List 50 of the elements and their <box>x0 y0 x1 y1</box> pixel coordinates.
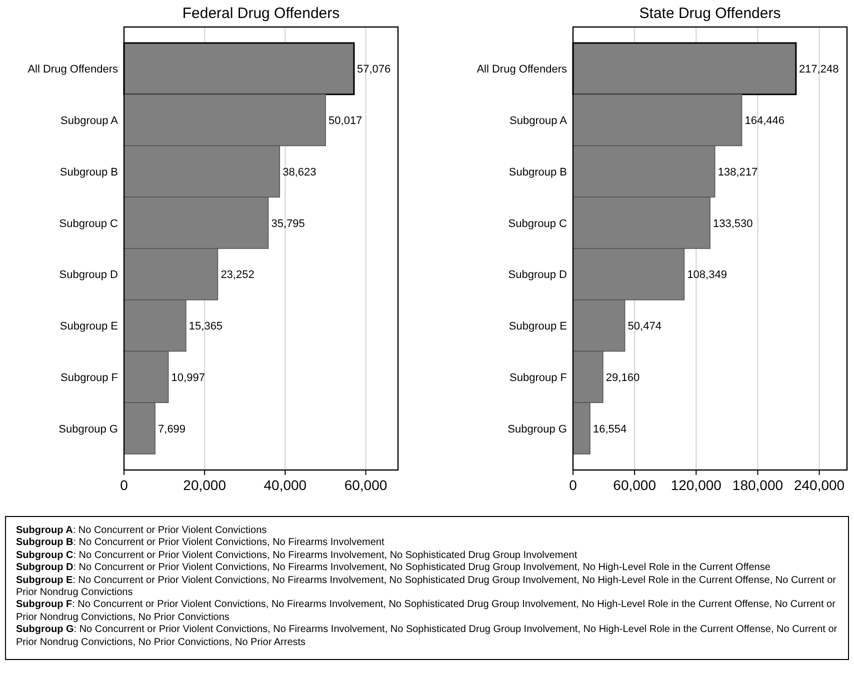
data-label: 29,160 <box>606 372 640 384</box>
y-tick-label: Subgroup D <box>508 269 568 282</box>
y-tick-label: Subgroup G <box>508 423 567 436</box>
data-label: 108,349 <box>687 269 727 282</box>
data-label: 57,076 <box>356 64 391 76</box>
text: Subgroup C: No Concurrent or Prior Violent Convictions, No Firearms Involvement, No Sophisticated Drug Group Involvement <box>16 550 578 562</box>
x-tick-label: 240,000 <box>794 477 845 493</box>
y-tick-label: All Drug Offenders <box>476 64 568 76</box>
data-label: 164,446 <box>744 115 785 128</box>
text: Subgroup A: No Concurrent or Prior Violent Convictions <box>16 525 268 538</box>
text: Subgroup B: No Concurrent or Prior Violent Convictions, No Firearms Involvement <box>16 537 386 550</box>
y-tick-label: Subgroup F <box>510 372 568 384</box>
x-tick-label: 60,000 <box>613 477 656 493</box>
data-label: 23,252 <box>220 269 254 282</box>
y-tick-label: Subgroup C <box>59 218 118 230</box>
data-label: 38,623 <box>282 166 316 178</box>
data-label: 10,997 <box>171 372 205 384</box>
data-label: 35,795 <box>271 218 305 230</box>
data-label: 217,248 <box>798 64 839 76</box>
data-label: 15,365 <box>188 320 223 333</box>
data-label: 16,554 <box>592 423 627 436</box>
data-label: 138,217 <box>718 166 758 178</box>
y-tick-label: Subgroup F <box>60 372 118 384</box>
y-tick-label: Subgroup A <box>510 115 568 128</box>
y-tick-label: Subgroup C <box>508 218 568 230</box>
data-label: 133,530 <box>713 218 753 230</box>
y-tick-label: Subgroup E <box>508 320 567 333</box>
x-tick-label: 20,000 <box>183 477 226 493</box>
y-tick-label: Subgroup B <box>60 166 118 178</box>
chart-title: State Drug Offenders <box>639 5 781 22</box>
data-label: 50,474 <box>628 320 662 333</box>
x-tick-label: 0 <box>569 477 578 493</box>
x-tick-label: 120,000 <box>670 477 722 493</box>
text: Subgroup D: No Concurrent or Prior Violent Convictions, No Firearms Involvement, No Sophisticated Drug Group Involvement, No High-Level Role in the Current Offense <box>16 562 772 575</box>
y-tick-label: Subgroup G <box>58 423 118 436</box>
text: Subgroup F: No Concurrent or Prior Violent Convictions, No Firearms Involvement, No Sophisticated Drug Group Involvement, No High-Level Role in the Current Offense, No Current or Prior Nondrug Convictions, No Prior Convictions <box>16 599 836 624</box>
y-tick-label: Subgroup B <box>508 166 567 178</box>
data-label: 7,699 <box>158 423 186 436</box>
text: Subgroup G: No Concurrent or Prior Violent Convictions, No Firearms Involvement, No Sophisticated Drug Group Involvement, No High-Level Role in the Current Offense, No Current or Prior Nondrug Convictions, No Prior Convictions, No Prior Arrests <box>16 624 838 650</box>
y-tick-label: All Drug Offenders <box>28 64 118 76</box>
text: Subgroup E: No Concurrent or Prior Violent Convictions, No Firearms Involvement, No Sophisticated Drug Group Involvement, No High-Level Role in the Current Offense, No Current or Prior Nondrug Convictions <box>16 574 837 600</box>
x-tick-label: 60,000 <box>344 477 388 493</box>
y-tick-label: Subgroup D <box>59 269 118 282</box>
y-tick-label: Subgroup E <box>60 320 118 333</box>
data-label: 50,017 <box>328 115 362 128</box>
x-tick-label: 40,000 <box>264 477 307 493</box>
x-tick-label: 180,000 <box>732 477 784 493</box>
chart-title: Federal Drug Offenders <box>182 5 340 22</box>
x-tick-label: 0 <box>120 477 128 493</box>
y-tick-label: Subgroup A <box>60 115 119 128</box>
